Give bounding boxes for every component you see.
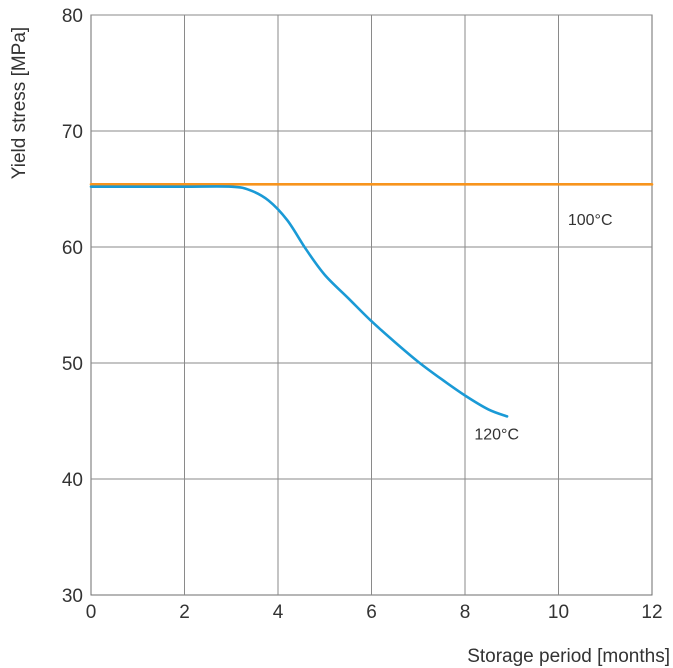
series-label-1: 120°C	[474, 427, 519, 444]
x-axis-title: Storage period [months]	[467, 646, 670, 667]
x-tick-label: 0	[86, 602, 97, 623]
series-line-1	[89, 185, 509, 418]
series-label-0: 100°C	[568, 212, 613, 229]
tick-labels: 0 2 4 6 8 10 12 30 40 50 60 70 80	[62, 6, 663, 623]
grid	[90, 14, 653, 596]
x-tick-label: 8	[460, 602, 471, 623]
y-tick-label: 30	[62, 586, 83, 607]
x-tick-label: 6	[366, 602, 377, 623]
x-tick-label: 2	[179, 602, 190, 623]
y-tick-label: 70	[62, 122, 83, 143]
x-tick-label: 4	[273, 602, 284, 623]
x-tick-label: 12	[641, 602, 662, 623]
series-layer	[89, 183, 654, 418]
y-tick-label: 40	[62, 470, 83, 491]
y-tick-label: 50	[62, 354, 83, 375]
y-tick-label: 80	[62, 6, 83, 27]
x-tick-label: 10	[548, 602, 569, 623]
series-labels: 100°C 120°C	[474, 212, 612, 444]
y-tick-label: 60	[62, 238, 83, 259]
y-axis-title: Yield stress [MPa]	[9, 27, 30, 179]
